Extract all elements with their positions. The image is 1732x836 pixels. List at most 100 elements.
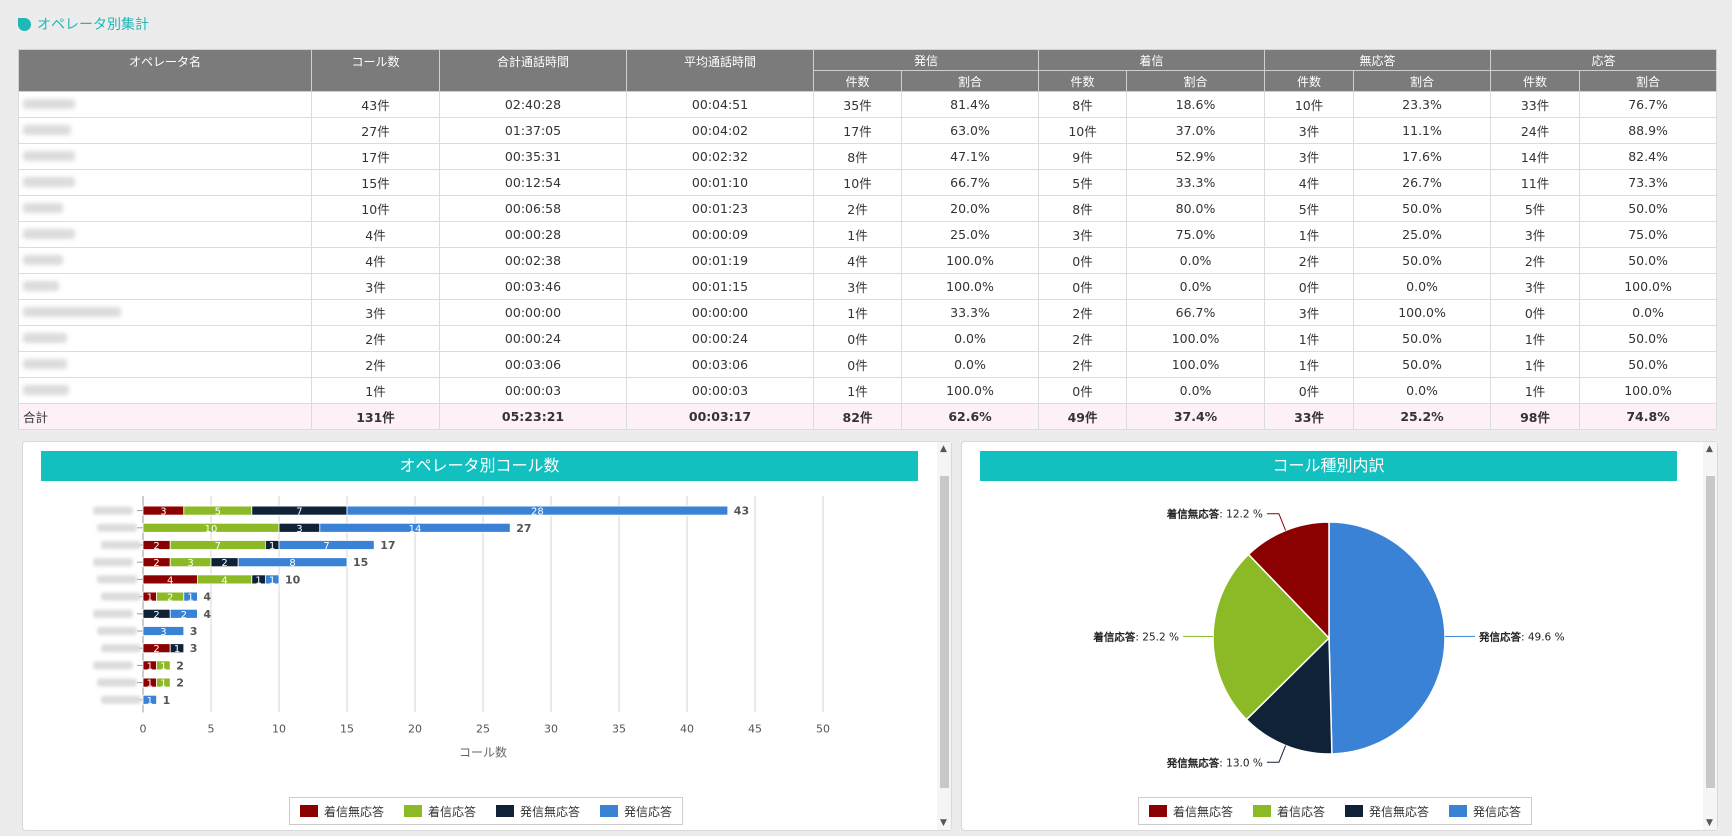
bar-chart-legend: 着信無応答 着信応答 発信無応答 発信応答 — [289, 797, 684, 825]
redacted-category-label — [93, 609, 133, 618]
table-cell: 24件 — [1490, 117, 1581, 144]
pie-chart: 発信応答: 49.6 % 発信無応答: 13.0 % 着信応答: 25.2 % 着信無… — [1092, 508, 1564, 770]
bar-value-label: 1 — [269, 575, 275, 586]
bar-value-label: 3 — [296, 524, 302, 535]
redacted-category-label — [97, 627, 137, 635]
legend-item[interactable]: 発信応答 — [1449, 803, 1521, 820]
table-cell: 00:06:58 — [439, 195, 627, 222]
legend-label: 着信応答 — [428, 804, 477, 819]
table-cell: 76.7% — [1579, 91, 1718, 118]
header-operator-name: オペレータ名 — [18, 49, 312, 92]
bar-total-label: 43 — [734, 505, 749, 518]
operator-name-cell — [18, 195, 312, 222]
operator-name-cell — [18, 273, 312, 300]
operator-name-cell — [18, 325, 312, 352]
table-row: 43件 02:40:28 00:04:51 35件 81.4% 8件 18.6% 10件 23.… — [18, 91, 1718, 118]
redacted-category-label — [101, 695, 141, 704]
legend-item[interactable]: 発信無応答 — [1345, 803, 1429, 820]
table-cell: 100.0% — [1126, 351, 1266, 378]
redacted-category-label — [93, 506, 133, 515]
table-row: 4件 00:00:28 00:00:09 1件 25.0% 3件 75.0% 1件 25.0% 3… — [18, 221, 1718, 248]
redacted-name — [23, 255, 63, 265]
header-sub-count: 件数 — [1490, 70, 1581, 92]
bar-panel-scrollbar[interactable]: ▲ ▼ — [937, 442, 951, 830]
operator-name-cell — [18, 117, 312, 144]
bar-value-label: 2 — [153, 541, 159, 552]
bar-segment — [142, 694, 157, 705]
table-cell: 00:00:00 — [626, 299, 814, 326]
scroll-up-icon[interactable]: ▲ — [1706, 444, 1713, 454]
x-tick-label: 50 — [816, 722, 830, 735]
redacted-category-label — [101, 592, 141, 601]
table-cell: 0件 — [1038, 247, 1128, 274]
bar-value-label: 1 — [187, 593, 193, 604]
total-cell: 37.4% — [1126, 403, 1266, 430]
table-cell: 00:03:06 — [439, 351, 627, 378]
table-cell: 3件 — [1264, 299, 1355, 326]
redacted-name — [23, 333, 67, 343]
table-cell: 26.7% — [1353, 169, 1492, 196]
legend-item[interactable]: 発信無応答 — [496, 803, 580, 820]
table-cell: 8件 — [1038, 195, 1128, 222]
redacted-name — [23, 125, 71, 135]
legend-item[interactable]: 着信無応答 — [1149, 803, 1233, 820]
table-row: 15件 00:12:54 00:01:10 10件 66.7% 5件 33.3% 4件 26.7… — [18, 169, 1718, 196]
legend-swatch — [404, 805, 423, 817]
total-cell: 82件 — [813, 403, 902, 430]
table-cell: 5件 — [1038, 169, 1128, 196]
table-cell: 0件 — [1038, 273, 1128, 300]
table-cell: 100.0% — [1353, 299, 1492, 326]
legend-item[interactable]: 発信応答 — [600, 803, 672, 820]
table-cell: 0.0% — [1126, 377, 1266, 404]
redacted-category-label — [93, 661, 133, 670]
legend-swatch — [1149, 805, 1167, 817]
total-label: 合計 — [18, 403, 312, 430]
bar-value-label: 1 — [147, 679, 153, 690]
table-cell: 50.0% — [1579, 351, 1718, 378]
table-cell: 5件 — [1264, 195, 1355, 222]
redacted-name — [23, 229, 75, 239]
legend-item[interactable]: 着信無応答 — [300, 803, 384, 820]
bar-value-label: 1 — [269, 541, 275, 552]
total-cell: 05:23:21 — [439, 403, 627, 430]
scroll-down-icon[interactable]: ▼ — [940, 818, 947, 828]
bar-total-label: 3 — [190, 642, 198, 655]
redacted-category-label — [101, 541, 141, 549]
bar-total-label: 2 — [176, 677, 184, 690]
table-cell: 5件 — [1490, 195, 1581, 222]
table-cell: 11件 — [1490, 169, 1581, 196]
legend-swatch — [1449, 805, 1468, 817]
table-cell: 100.0% — [1579, 377, 1718, 404]
legend-swatch — [496, 805, 515, 817]
table-cell: 1件 — [1490, 377, 1581, 404]
table-cell: 00:04:51 — [626, 91, 814, 118]
scroll-thumb[interactable] — [940, 476, 949, 788]
table-cell: 3件 — [1264, 117, 1355, 144]
legend-item[interactable]: 着信応答 — [404, 803, 476, 820]
bar-value-label: 10 — [205, 524, 218, 535]
table-cell: 66.7% — [900, 169, 1040, 196]
legend-item[interactable]: 着信応答 — [1253, 803, 1325, 820]
total-cell: 131件 — [311, 403, 440, 430]
table-cell: 3件 — [1038, 221, 1128, 248]
bar-total-label: 17 — [380, 539, 395, 552]
table-cell: 1件 — [1264, 221, 1355, 248]
table-cell: 0.0% — [1353, 377, 1492, 404]
scroll-down-icon[interactable]: ▼ — [1706, 818, 1713, 828]
operator-name-cell — [18, 247, 312, 274]
scroll-thumb[interactable] — [1706, 476, 1715, 788]
operator-name-cell — [18, 169, 312, 196]
table-cell: 2件 — [813, 195, 902, 222]
table-cell: 10件 — [813, 169, 902, 196]
bar-segment — [156, 660, 171, 671]
redacted-category-label — [97, 575, 137, 584]
header-sub-count: 件数 — [1038, 70, 1128, 92]
table-cell: 0件 — [1038, 377, 1128, 404]
header-sub-ratio: 割合 — [1126, 70, 1266, 92]
scroll-up-icon[interactable]: ▲ — [940, 444, 947, 454]
table-cell: 00:35:31 — [439, 143, 627, 170]
table-cell: 0件 — [1264, 273, 1355, 300]
header-group-answered: 応答 — [1490, 49, 1718, 71]
bar-value-label: 7 — [215, 541, 221, 552]
pie-panel-scrollbar[interactable]: ▲ ▼ — [1703, 442, 1717, 830]
